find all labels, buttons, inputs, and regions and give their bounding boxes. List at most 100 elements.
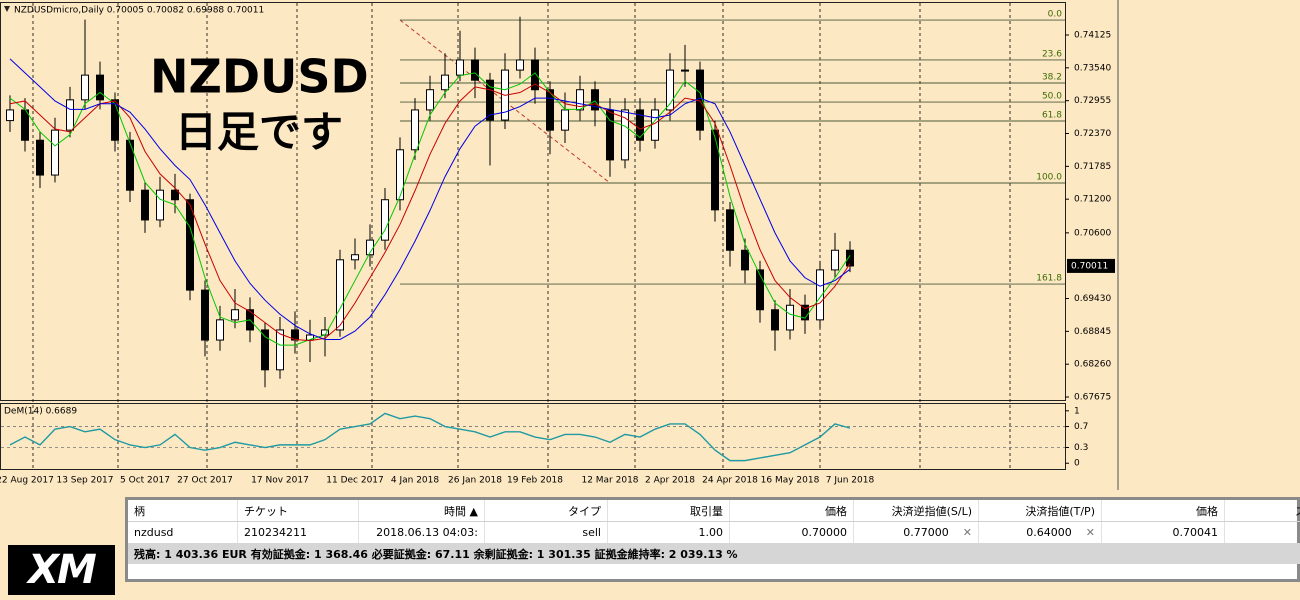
candle-body	[711, 129, 719, 211]
cell-text: 0.64000	[1026, 526, 1072, 539]
header-cell: 価格	[1101, 500, 1225, 522]
chart-header: NZDUSDmicro,Daily 0.70005 0.70082 0.6998…	[14, 6, 264, 16]
candle-body	[606, 109, 614, 161]
cell-text: nzdusd	[134, 526, 174, 539]
fib-trend-line	[399, 19, 611, 184]
trade-cell: nzdusd	[128, 521, 238, 543]
trade-cell: 0.70000	[729, 521, 854, 543]
header-text: スワップ	[1295, 505, 1300, 518]
candle-body	[336, 259, 344, 331]
indicator-tick-label: 1	[1074, 406, 1080, 416]
trade-cell: sell	[484, 521, 608, 543]
moving-average	[9, 83, 851, 342]
sort-icon: ▲	[466, 504, 478, 518]
x-tick-label: 2 Apr 2018	[645, 476, 695, 486]
candle-body	[621, 109, 629, 161]
chart: NZDUSDmicro,Daily 0.70005 0.70082 0.6998…	[0, 0, 1120, 490]
cell-text: 210234211	[244, 526, 307, 539]
remove-icon[interactable]: ✕	[1085, 526, 1095, 539]
x-tick-label: 16 May 2018	[761, 476, 820, 486]
candle-body	[306, 334, 314, 341]
x-tick-label: 11 Dec 2017	[326, 476, 384, 486]
candle-body	[591, 89, 599, 111]
candle-body	[666, 69, 674, 111]
trade-cell: 0.70041	[1101, 521, 1225, 543]
fib-level-label: 0.0	[1048, 10, 1063, 20]
header-cell: 柄	[128, 500, 238, 522]
candle-body	[441, 74, 449, 91]
candle-body	[51, 129, 59, 176]
candle-body	[261, 329, 269, 371]
candle-body	[546, 89, 554, 131]
indicator-line	[9, 412, 851, 462]
header-text: 決済指値(T/P)	[1025, 504, 1095, 518]
trade-cell: 0.00	[1224, 521, 1300, 543]
indicator-panel-frame	[0, 403, 1066, 470]
candle-body	[141, 189, 149, 221]
candle-body	[576, 89, 584, 111]
header-text: 時間	[444, 504, 467, 518]
symbol-icon	[4, 6, 10, 12]
x-tick-label: 5 Oct 2017	[120, 476, 170, 486]
candle-body	[756, 269, 764, 311]
candle-body	[216, 319, 224, 341]
indicator-tick-label: 0	[1074, 459, 1080, 469]
fib-level-label: 38.2	[1042, 72, 1062, 82]
candle-body	[21, 109, 29, 141]
candle-body	[471, 59, 479, 81]
trade-cell: 2018.06.13 04:03:	[358, 521, 485, 543]
candle-body	[126, 139, 134, 191]
candle-body	[6, 109, 14, 122]
current-price-box	[1067, 258, 1115, 273]
x-tick-label: 22 Aug 2017	[0, 476, 54, 486]
indicator-label: DeM(14) 0.6689	[4, 407, 77, 417]
header-text: チケット	[244, 504, 288, 518]
x-tick-label: 17 Nov 2017	[251, 476, 309, 486]
y-tick-label: 0.72370	[1074, 129, 1111, 139]
x-tick-label: 24 Apr 2018	[702, 476, 758, 486]
candle-body	[771, 309, 779, 331]
cell-text: 1.00	[698, 526, 724, 539]
header-text: 取引量	[690, 504, 723, 518]
candle-body	[831, 249, 839, 271]
candle-body	[36, 139, 44, 176]
candle-body	[396, 149, 404, 201]
current-price-label: 0.70011	[1071, 261, 1108, 271]
candle-body	[636, 109, 644, 141]
y-tick-label: 0.71785	[1074, 162, 1111, 172]
x-tick-label: 7 Jun 2018	[826, 476, 875, 486]
trade-cell: 0.77000 ✕	[853, 521, 979, 543]
candle-body	[411, 109, 419, 151]
candle-body	[816, 269, 824, 321]
trade-table: 柄 チケット 時間 ▲ タイプ 取引量 価格 決済逆指値(S/L) 決済指値(T/P) 価格 スワ…	[128, 500, 1300, 564]
y-tick-label: 0.74125	[1074, 31, 1111, 41]
candle-body	[651, 109, 659, 141]
header-cell: 取引量	[607, 500, 730, 522]
candle-body	[66, 99, 74, 131]
candle-body	[351, 254, 359, 261]
cell-text: 0.77000	[903, 526, 949, 539]
y-tick-label: 0.73540	[1074, 63, 1111, 73]
candle-body	[681, 69, 689, 72]
y-tick-label: 0.68260	[1074, 360, 1111, 370]
y-tick-label: 0.68845	[1074, 327, 1111, 337]
header-text: 柄	[134, 504, 145, 518]
candle-body	[426, 89, 434, 111]
x-tick-label: 13 Sep 2017	[56, 476, 113, 486]
x-tick-label: 4 Jan 2018	[391, 476, 439, 486]
x-tick-label: 26 Jan 2018	[448, 476, 502, 486]
candle-body	[111, 99, 119, 141]
x-tick-label: 27 Oct 2017	[177, 476, 233, 486]
candle-body	[531, 59, 539, 91]
candle-body	[186, 199, 194, 291]
header-text: 決済逆指値(S/L)	[891, 504, 972, 518]
table-header-row: 柄 チケット 時間 ▲ タイプ 取引量 価格 決済逆指値(S/L) 決済指値(T/P) 価格 スワ…	[128, 500, 1300, 522]
candle-body	[231, 309, 239, 321]
candle-body	[741, 249, 749, 271]
moving-average	[9, 58, 851, 340]
moving-average	[9, 72, 851, 346]
candle-body	[81, 74, 89, 101]
chart-subtitle: 日足です	[175, 108, 343, 157]
remove-icon[interactable]: ✕	[962, 526, 972, 539]
